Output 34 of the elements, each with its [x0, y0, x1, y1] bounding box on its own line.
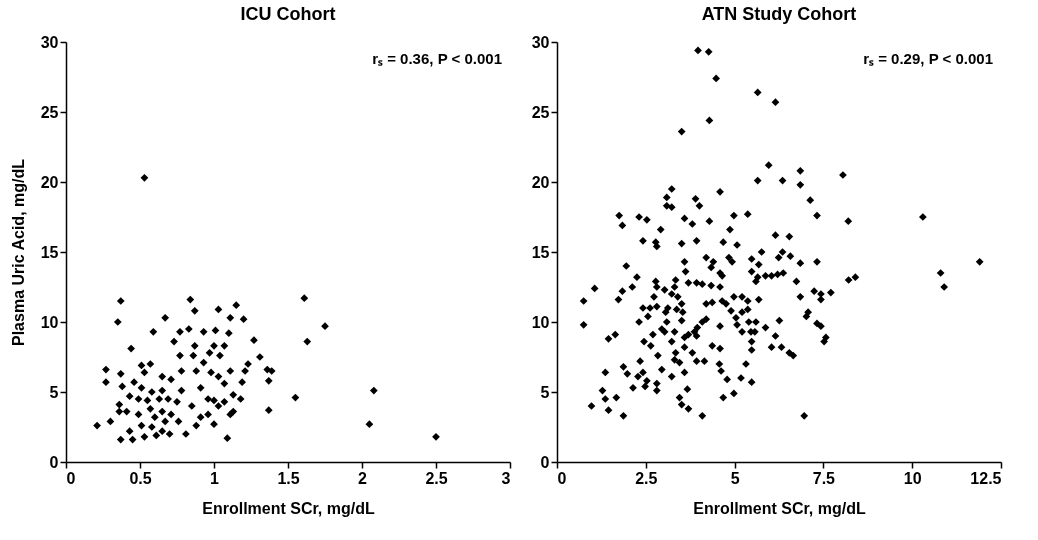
chart-title: ATN Study Cohort [701, 4, 857, 24]
x-axis-title: Enrollment SCr, mg/dL [693, 499, 866, 517]
x-tick-label: 3 [501, 469, 511, 487]
y-tick-label: 25 [40, 103, 59, 121]
y-tick-label: 15 [531, 243, 550, 261]
x-tick-label: 0 [66, 469, 76, 487]
y-tick-label: 30 [531, 33, 550, 51]
y-tick-label: 0 [49, 453, 59, 471]
x-tick-label: 2.5 [635, 469, 658, 487]
x-tick-label: 1.5 [277, 469, 300, 487]
x-tick-label: 2 [358, 469, 368, 487]
x-tick-label: 5 [730, 469, 740, 487]
y-tick-label: 10 [531, 313, 550, 331]
x-tick-label: 0.5 [129, 469, 152, 487]
chart-title: ICU Cohort [240, 4, 336, 24]
y-tick-label: 30 [40, 33, 59, 51]
y-tick-label: 0 [540, 453, 550, 471]
x-axis-title: Enrollment SCr, mg/dL [202, 499, 375, 517]
x-tick-label: 0 [557, 469, 567, 487]
x-tick-label: 2.5 [425, 469, 448, 487]
y-tick-label: 5 [49, 383, 59, 401]
x-tick-label: 12.5 [970, 469, 1002, 487]
y-tick-label: 25 [531, 103, 550, 121]
y-tick-label: 10 [40, 313, 59, 331]
annotation: rₛ = 0.29, P < 0.001 [863, 50, 993, 67]
x-tick-label: 10 [903, 469, 922, 487]
y-tick-label: 15 [40, 243, 59, 261]
y-axis-title: Plasma Uric Acid, mg/dL [9, 158, 27, 347]
y-tick-label: 20 [40, 173, 59, 191]
y-tick-label: 5 [540, 383, 550, 401]
annotation: rₛ = 0.36, P < 0.001 [372, 50, 502, 67]
x-tick-label: 7.5 [812, 469, 836, 487]
y-tick-label: 20 [531, 173, 550, 191]
x-tick-label: 1 [210, 469, 220, 487]
